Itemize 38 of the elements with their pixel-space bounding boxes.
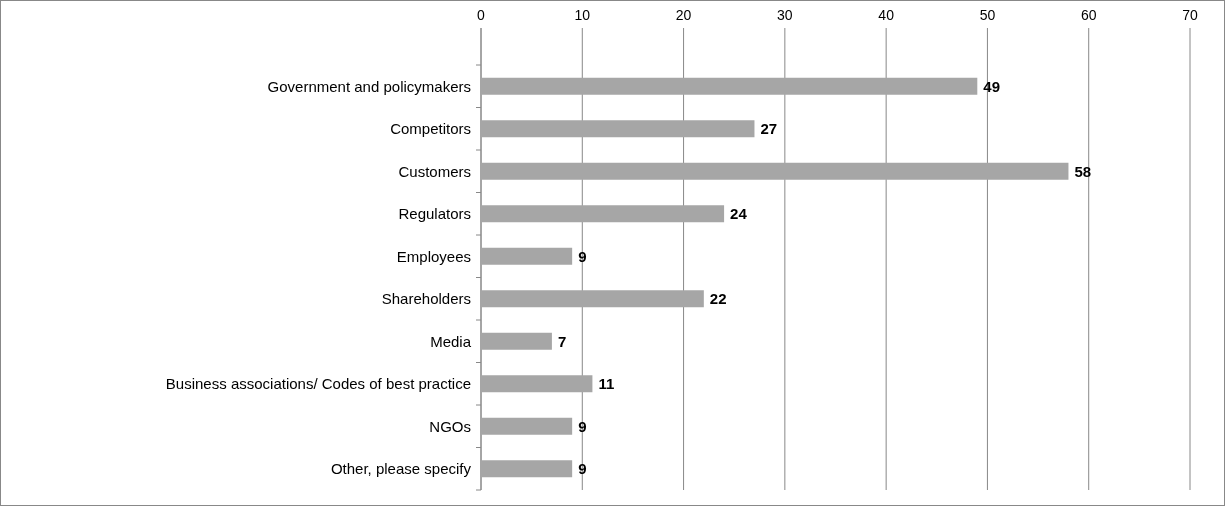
bar (481, 375, 593, 393)
y-tick-label: Government and policymakers (267, 77, 471, 95)
x-tick-label: 50 (979, 7, 996, 23)
bar (481, 417, 573, 435)
y-tick-label: NGOs (429, 417, 471, 435)
data-label: 24 (730, 205, 748, 222)
bar (481, 290, 704, 308)
data-label: 11 (598, 375, 615, 392)
bar (481, 77, 978, 95)
y-tick-label: Media (430, 332, 472, 350)
x-tick-label: 60 (1080, 7, 1097, 23)
data-label: 9 (578, 417, 587, 435)
x-tick-label: 0 (477, 7, 486, 23)
data-label: 58 (1074, 162, 1092, 180)
y-tick-label: Customers (398, 162, 471, 180)
x-tick-label: 20 (675, 7, 692, 23)
y-tick-label: Competitors (390, 120, 471, 137)
x-tick-label: 10 (574, 7, 591, 23)
bar (481, 205, 725, 223)
bar (481, 332, 552, 350)
data-label: 27 (760, 120, 778, 137)
y-tick-label: Shareholders (381, 290, 471, 307)
y-tick-label: Other, please specify (330, 460, 472, 477)
data-label: 49 (983, 77, 1000, 95)
y-tick-label: Regulators (398, 205, 471, 222)
x-tick-label: 70 (1182, 7, 1198, 23)
bar (481, 120, 755, 138)
bar (481, 460, 573, 478)
y-tick-label: Employees (396, 247, 471, 265)
bar (481, 247, 573, 265)
data-label: 7 (557, 332, 567, 350)
y-tick-label: Business associations/ Codes of best practice (165, 375, 471, 392)
data-label: 22 (709, 290, 727, 307)
data-label: 9 (578, 247, 587, 265)
x-tick-label: 30 (777, 7, 793, 23)
bar (481, 162, 1069, 180)
data-label: 9 (578, 460, 587, 477)
x-tick-label: 40 (878, 7, 895, 23)
